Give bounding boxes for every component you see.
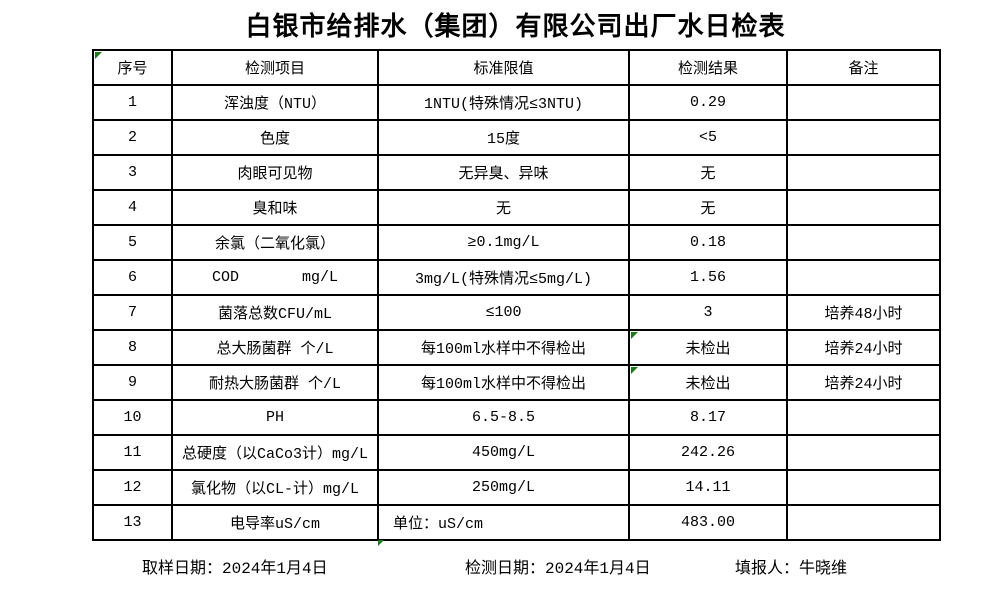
row-standard: 250mg/L bbox=[377, 469, 630, 506]
row-remark: 培养24小时 bbox=[786, 364, 941, 401]
header-standard: 标准限值 bbox=[377, 49, 630, 86]
row-standard: 15度 bbox=[377, 119, 630, 156]
row-no: 4 bbox=[92, 189, 173, 226]
row-standard: 每100ml水样中不得检出 bbox=[377, 364, 630, 401]
row-result: 0.18 bbox=[628, 224, 788, 261]
row-item: 总硬度（以CaCo3计）mg/L bbox=[171, 434, 379, 471]
row-no: 5 bbox=[92, 224, 173, 261]
row-item: 余氯（二氧化氯） bbox=[171, 224, 379, 261]
row-no: 12 bbox=[92, 469, 173, 506]
table-row: 11 总硬度（以CaCo3计）mg/L 450mg/L 242.26 bbox=[92, 434, 941, 471]
row-remark bbox=[786, 504, 941, 541]
row-remark bbox=[786, 224, 941, 261]
reporter: 填报人：牛晓维 bbox=[735, 560, 848, 578]
row-remark: 培养48小时 bbox=[786, 294, 941, 331]
row-no: 13 bbox=[92, 504, 173, 541]
table-row: 9 耐热大肠菌群 个/L 每100ml水样中不得检出 未检出 培养24小时 bbox=[92, 364, 941, 401]
header-no: 序号 bbox=[92, 49, 173, 86]
test-date: 检测日期：2024年1月4日 bbox=[465, 560, 651, 578]
row-item: PH bbox=[171, 399, 379, 436]
row-item: COD mg/L bbox=[171, 259, 379, 296]
table-row: 13 电导率uS/cm 单位：uS/cm 483.00 bbox=[92, 504, 941, 541]
row-item: 臭和味 bbox=[171, 189, 379, 226]
row-standard: 1NTU(特殊情况≤3NTU) bbox=[377, 84, 630, 121]
header-row: 序号 检测项目 标准限值 检测结果 备注 bbox=[92, 49, 941, 86]
row-standard: 无 bbox=[377, 189, 630, 226]
row-standard: ≤100 bbox=[377, 294, 630, 331]
row-item: 总大肠菌群 个/L bbox=[171, 329, 379, 366]
header-no-label: 序号 bbox=[117, 61, 148, 78]
row-result: 483.00 bbox=[628, 504, 788, 541]
table-row: 1 浑浊度（NTU） 1NTU(特殊情况≤3NTU) 0.29 bbox=[92, 84, 941, 121]
table-row: 10 PH 6.5-8.5 8.17 bbox=[92, 399, 941, 436]
row-result: 无 bbox=[628, 189, 788, 226]
row-standard: 单位：uS/cm bbox=[377, 504, 630, 541]
header-result: 检测结果 bbox=[628, 49, 788, 86]
row-item: 氯化物（以CL-计）mg/L bbox=[171, 469, 379, 506]
row-result: 未检出 bbox=[628, 329, 788, 366]
row-result-text: 未检出 bbox=[685, 376, 731, 393]
inspection-table: 序号 检测项目 标准限值 检测结果 备注 1 浑浊度（NTU） 1NTU(特殊情… bbox=[92, 49, 941, 541]
row-remark bbox=[786, 259, 941, 296]
row-no: 1 bbox=[92, 84, 173, 121]
row-no: 7 bbox=[92, 294, 173, 331]
row-item: 色度 bbox=[171, 119, 379, 156]
row-item: 耐热大肠菌群 个/L bbox=[171, 364, 379, 401]
row-standard: 3mg/L(特殊情况≤5mg/L) bbox=[377, 259, 630, 296]
row-item: 菌落总数CFU/mL bbox=[171, 294, 379, 331]
row-item: 电导率uS/cm bbox=[171, 504, 379, 541]
row-standard: 6.5-8.5 bbox=[377, 399, 630, 436]
cell-flag-icon bbox=[631, 332, 638, 339]
row-result: 1.56 bbox=[628, 259, 788, 296]
row-standard: ≥0.1mg/L bbox=[377, 224, 630, 261]
row-remark bbox=[786, 154, 941, 191]
row-no: 2 bbox=[92, 119, 173, 156]
row-no: 6 bbox=[92, 259, 173, 296]
row-result: 未检出 bbox=[628, 364, 788, 401]
row-result: 8.17 bbox=[628, 399, 788, 436]
table-row: 8 总大肠菌群 个/L 每100ml水样中不得检出 未检出 培养24小时 bbox=[92, 329, 941, 366]
table-row: 2 色度 15度 <5 bbox=[92, 119, 941, 156]
row-remark bbox=[786, 189, 941, 226]
row-remark bbox=[786, 469, 941, 506]
table-row: 12 氯化物（以CL-计）mg/L 250mg/L 14.11 bbox=[92, 469, 941, 506]
table-row: 4 臭和味 无 无 bbox=[92, 189, 941, 226]
row-remark: 培养24小时 bbox=[786, 329, 941, 366]
row-remark bbox=[786, 84, 941, 121]
row-standard: 450mg/L bbox=[377, 434, 630, 471]
row-no: 8 bbox=[92, 329, 173, 366]
table-row: 5 余氯（二氧化氯） ≥0.1mg/L 0.18 bbox=[92, 224, 941, 261]
header-item: 检测项目 bbox=[171, 49, 379, 86]
row-no: 3 bbox=[92, 154, 173, 191]
row-no: 9 bbox=[92, 364, 173, 401]
header-remark: 备注 bbox=[786, 49, 941, 86]
cell-flag-icon bbox=[95, 52, 102, 59]
row-remark bbox=[786, 434, 941, 471]
sheet-flag-icon bbox=[378, 540, 384, 546]
row-result: 0.29 bbox=[628, 84, 788, 121]
cell-flag-icon bbox=[631, 367, 638, 374]
row-result-text: 未检出 bbox=[685, 341, 731, 358]
row-result: 3 bbox=[628, 294, 788, 331]
row-standard: 无异臭、异味 bbox=[377, 154, 630, 191]
sampling-date: 取样日期：2024年1月4日 bbox=[142, 560, 328, 578]
page-title: 白银市给排水（集团）有限公司出厂水日检表 bbox=[245, 13, 786, 43]
row-item: 浑浊度（NTU） bbox=[171, 84, 379, 121]
row-no: 10 bbox=[92, 399, 173, 436]
table-row: 3 肉眼可见物 无异臭、异味 无 bbox=[92, 154, 941, 191]
row-result: <5 bbox=[628, 119, 788, 156]
table-row: 7 菌落总数CFU/mL ≤100 3 培养48小时 bbox=[92, 294, 941, 331]
row-remark bbox=[786, 399, 941, 436]
row-result: 14.11 bbox=[628, 469, 788, 506]
row-standard: 每100ml水样中不得检出 bbox=[377, 329, 630, 366]
row-remark bbox=[786, 119, 941, 156]
row-result: 242.26 bbox=[628, 434, 788, 471]
table-row: 6 COD mg/L 3mg/L(特殊情况≤5mg/L) 1.56 bbox=[92, 259, 941, 296]
row-item: 肉眼可见物 bbox=[171, 154, 379, 191]
row-result: 无 bbox=[628, 154, 788, 191]
row-no: 11 bbox=[92, 434, 173, 471]
